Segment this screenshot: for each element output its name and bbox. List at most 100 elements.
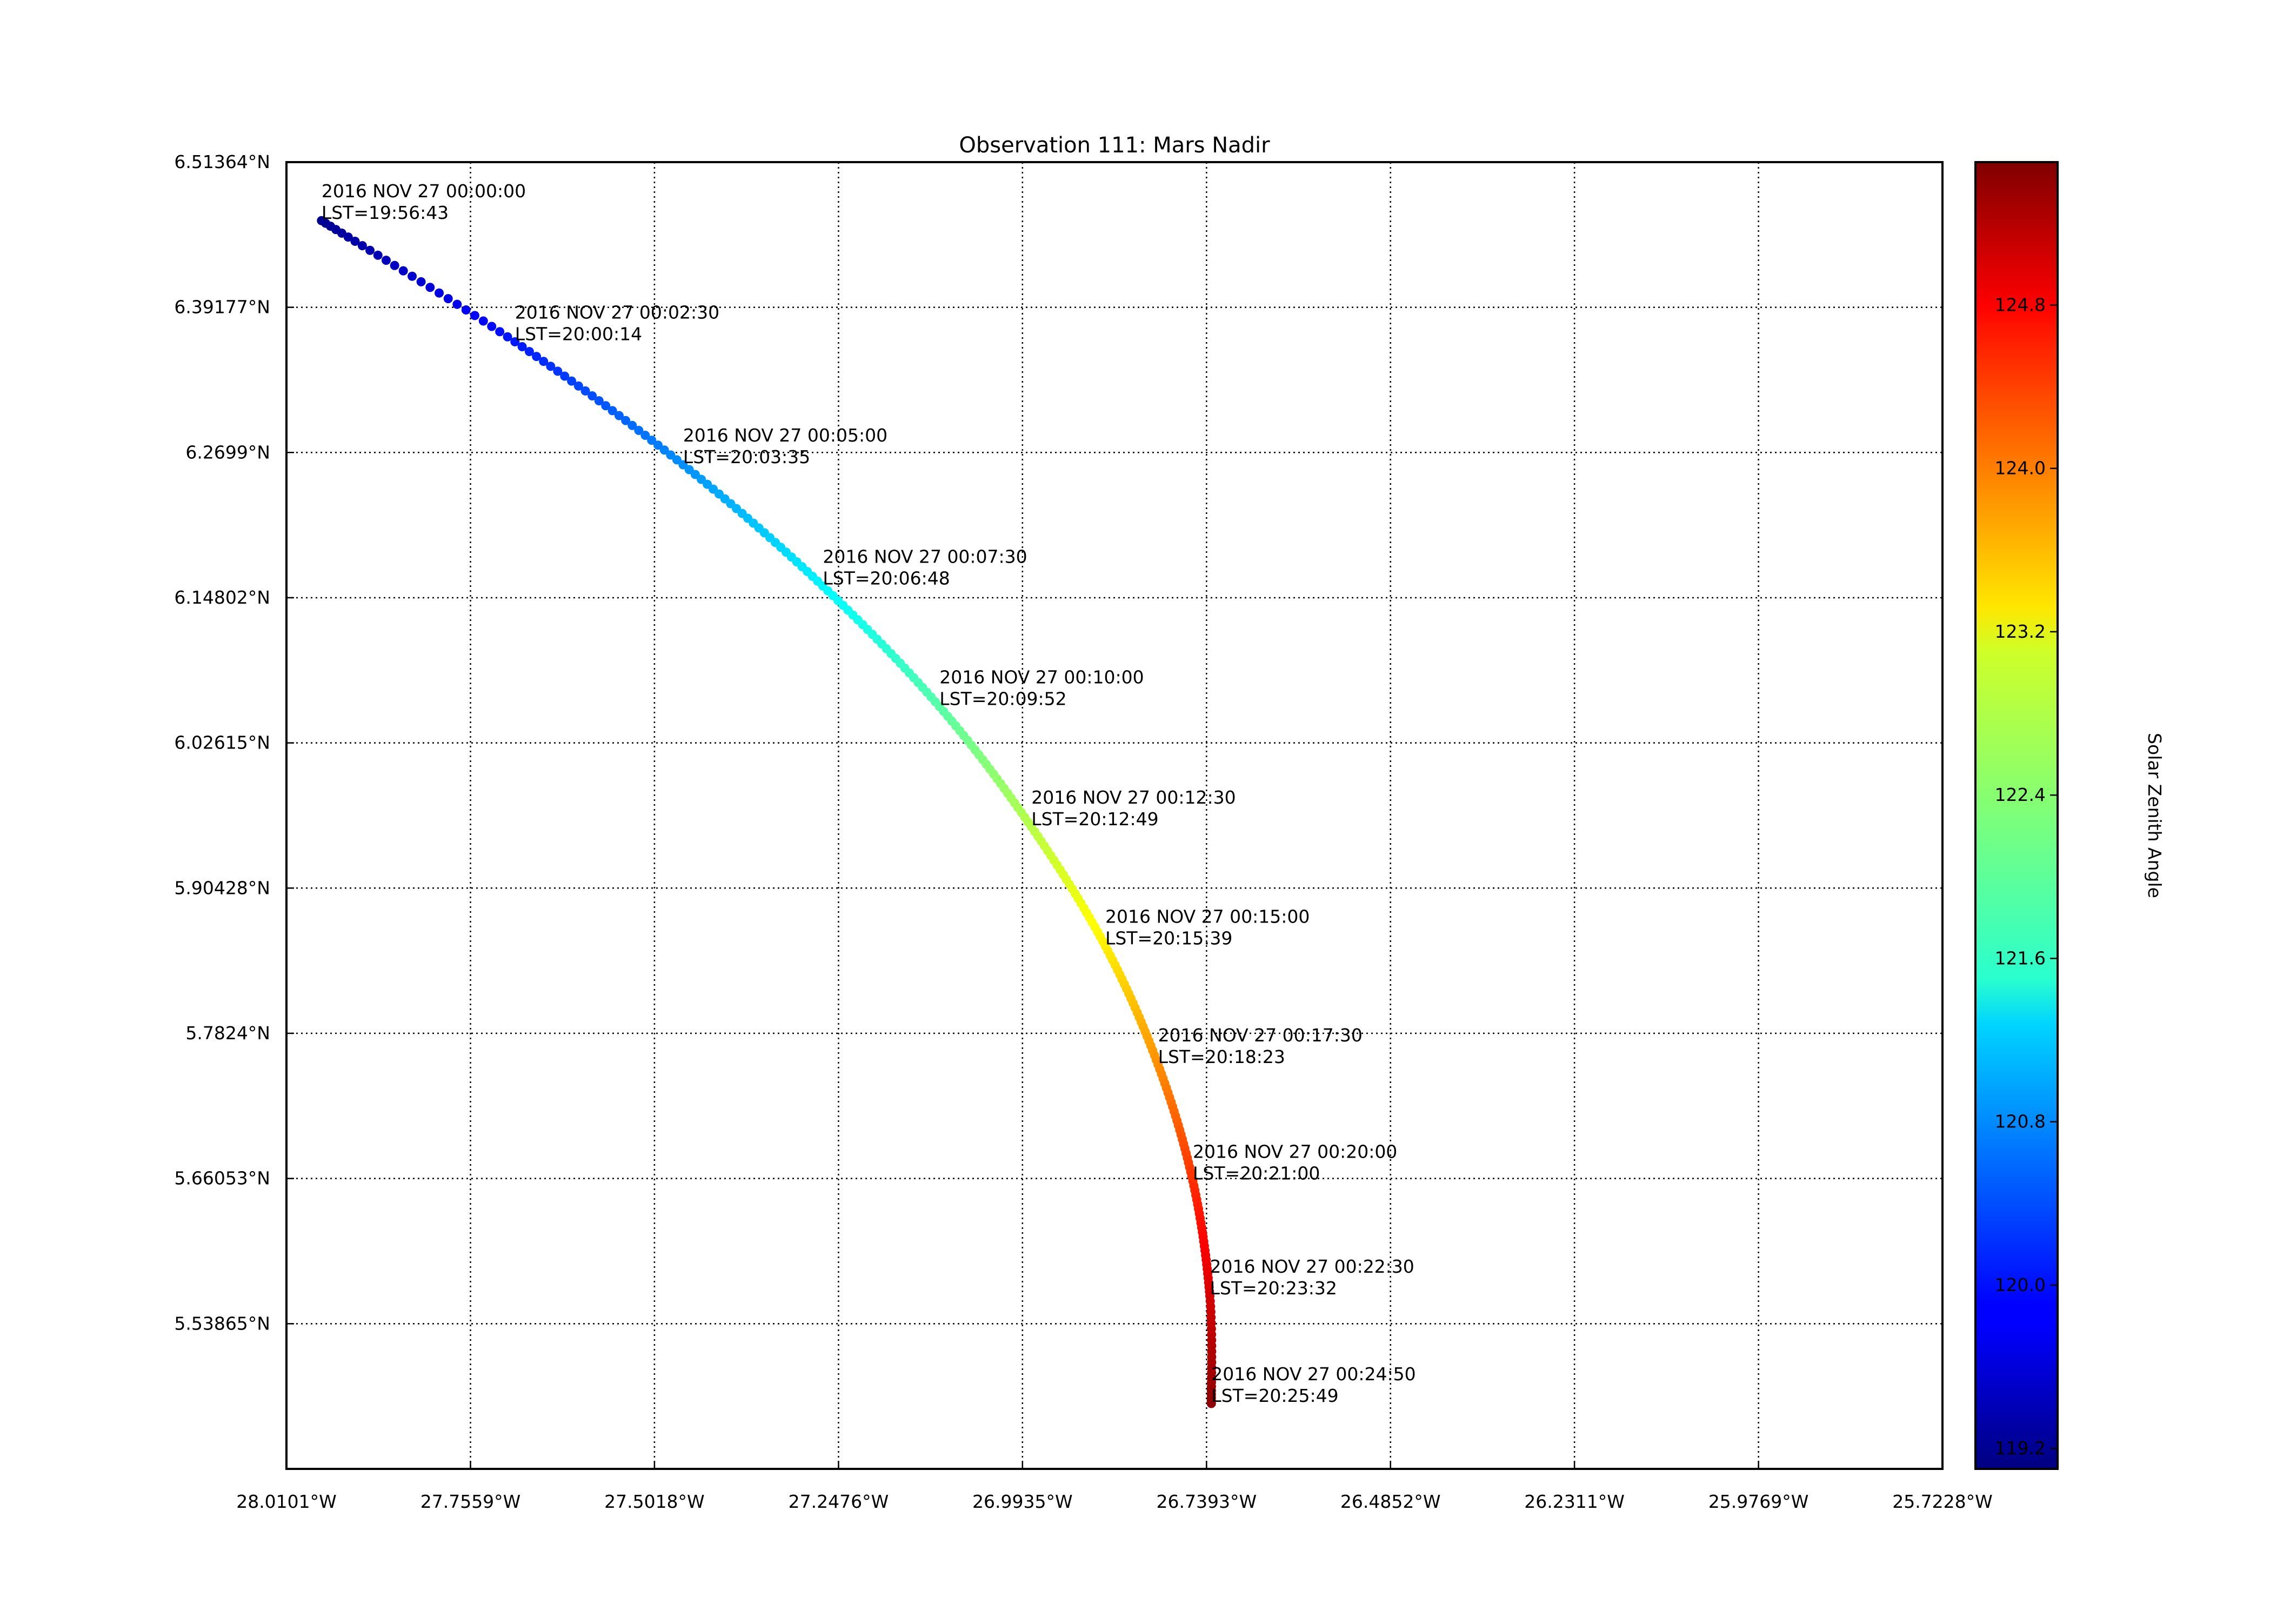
data-point: [614, 411, 624, 420]
colorbar-ticks: 119.2 120.0 120.8 121.6 122.4 123.2 124.0 124.8: [1995, 294, 2058, 1459]
annotation-timestamp: 2016 NOV 27 00:22:30: [1210, 1256, 1414, 1277]
x-tick-label: 27.5018°W: [604, 1491, 705, 1512]
x-tick-label: 26.4852°W: [1340, 1491, 1441, 1512]
annotation-lst: LST=20:25:49: [1211, 1385, 1338, 1406]
data-point: [524, 347, 534, 357]
data-point: [503, 332, 512, 342]
data-point: [470, 311, 479, 320]
data-point: [634, 425, 644, 435]
y-tick-label: 6.2699°N: [185, 442, 270, 463]
annotation-timestamp: 2016 NOV 27 00:12:30: [1031, 787, 1236, 808]
data-point: [381, 256, 391, 265]
annotation-lst: LST=20:03:35: [683, 446, 810, 467]
data-point: [487, 322, 497, 331]
colorbar-tick-label: 121.6: [1995, 947, 2046, 968]
data-point: [553, 366, 563, 376]
annotation-timestamp: 2016 NOV 27 00:24:50: [1211, 1364, 1416, 1385]
annotation-lst: LST=20:23:32: [1210, 1278, 1337, 1299]
colorbar-gradient: [1974, 161, 2059, 1470]
colorbar-tick-label: 124.0: [1995, 458, 2046, 479]
data-point: [390, 260, 399, 270]
colorbar-tick-label: 120.0: [1995, 1274, 2046, 1295]
x-tick-label: 26.9935°W: [972, 1491, 1073, 1512]
data-point: [621, 416, 631, 425]
y-tick-label: 6.02615°N: [174, 732, 270, 753]
annotation-lst: LST=20:00:14: [515, 323, 642, 344]
ground-track: [317, 216, 1217, 1408]
y-tick-label: 6.39177°N: [174, 297, 270, 318]
data-point: [408, 271, 417, 281]
data-point: [666, 450, 676, 460]
y-tick-label: 5.90428°N: [174, 877, 270, 898]
x-tick-label: 25.9769°W: [1708, 1491, 1809, 1512]
annotation-timestamp: 2016 NOV 27 00:10:00: [939, 667, 1144, 688]
data-point: [416, 277, 426, 286]
data-point: [452, 299, 462, 309]
data-point: [647, 436, 657, 445]
annotation-timestamp: 2016 NOV 27 00:15:00: [1105, 906, 1310, 927]
annotation-lst: LST=20:18:23: [1158, 1046, 1285, 1067]
data-point: [443, 294, 453, 304]
x-axis-ticks: 28.0101°W 27.7559°W 27.5018°W 27.2476°W 26.9…: [236, 1461, 1993, 1512]
data-point: [532, 352, 542, 362]
data-point: [435, 288, 444, 298]
annotation-lst: LST=20:12:49: [1031, 808, 1158, 830]
x-tick-label: 27.2476°W: [789, 1491, 889, 1512]
data-point: [601, 401, 611, 411]
colorbar-tick-label: 122.4: [1995, 784, 2046, 805]
data-point: [607, 406, 617, 416]
annotation-timestamp: 2016 NOV 27 00:17:30: [1158, 1025, 1363, 1046]
annotation-timestamp: 2016 NOV 27 00:05:00: [683, 425, 887, 446]
data-point: [398, 266, 408, 276]
data-point: [357, 241, 367, 251]
y-tick-label: 5.66053°N: [174, 1168, 270, 1189]
data-point: [580, 386, 590, 396]
y-axis-ticks: 6.51364°N 6.39177°N 6.2699°N 6.14802°N 6.026…: [174, 151, 294, 1334]
data-point: [365, 245, 375, 255]
data-point: [587, 391, 597, 400]
data-point: [461, 305, 471, 315]
colorbar-tick-label: 124.8: [1995, 294, 2046, 315]
x-tick-label: 27.7559°W: [420, 1491, 521, 1512]
colorbar-tick-label: 123.2: [1995, 621, 2046, 642]
data-point: [373, 250, 383, 260]
chart-title: Observation 111: Mars Nadir: [959, 133, 1270, 158]
annotation-lst: LST=20:15:39: [1105, 928, 1232, 949]
data-point: [343, 232, 353, 242]
data-point: [672, 455, 682, 465]
y-tick-label: 5.7824°N: [185, 1022, 270, 1044]
annotation-lst: LST=20:09:52: [939, 689, 1066, 710]
data-point: [640, 431, 650, 440]
data-point: [659, 445, 669, 455]
x-tick-label: 26.2311°W: [1524, 1491, 1625, 1512]
data-point: [627, 420, 637, 430]
data-point: [678, 460, 688, 470]
data-point: [567, 376, 577, 386]
y-tick-label: 6.14802°N: [174, 587, 270, 608]
data-point: [560, 371, 570, 381]
y-tick-label: 5.53865°N: [174, 1313, 270, 1334]
annotation-timestamp: 2016 NOV 27 00:02:30: [515, 302, 719, 323]
data-point: [1206, 1399, 1216, 1408]
data-point: [425, 283, 435, 292]
data-point: [478, 316, 488, 326]
data-point: [546, 362, 556, 371]
colorbar: 119.2 120.0 120.8 121.6 122.4 123.2 124.0 124.8…: [1974, 161, 2165, 1470]
data-point: [510, 337, 520, 346]
annotation-timestamp: 2016 NOV 27 00:00:00: [322, 181, 526, 202]
data-point: [573, 381, 583, 391]
x-tick-label: 26.7393°W: [1157, 1491, 1257, 1512]
data-point: [517, 342, 527, 351]
x-tick-label: 25.7228°W: [1892, 1491, 1993, 1512]
x-tick-label: 28.0101°W: [236, 1491, 337, 1512]
colorbar-tick-label: 120.8: [1995, 1111, 2046, 1132]
data-point: [350, 236, 360, 246]
annotation-lst: LST=19:56:43: [322, 202, 449, 223]
colorbar-label: Solar Zenith Angle: [2144, 733, 2165, 898]
annotation-timestamp: 2016 NOV 27 00:07:30: [823, 546, 1027, 567]
y-tick-label: 6.51364°N: [174, 151, 270, 172]
plot-area-frame: [285, 161, 1944, 1470]
data-point: [539, 357, 549, 366]
